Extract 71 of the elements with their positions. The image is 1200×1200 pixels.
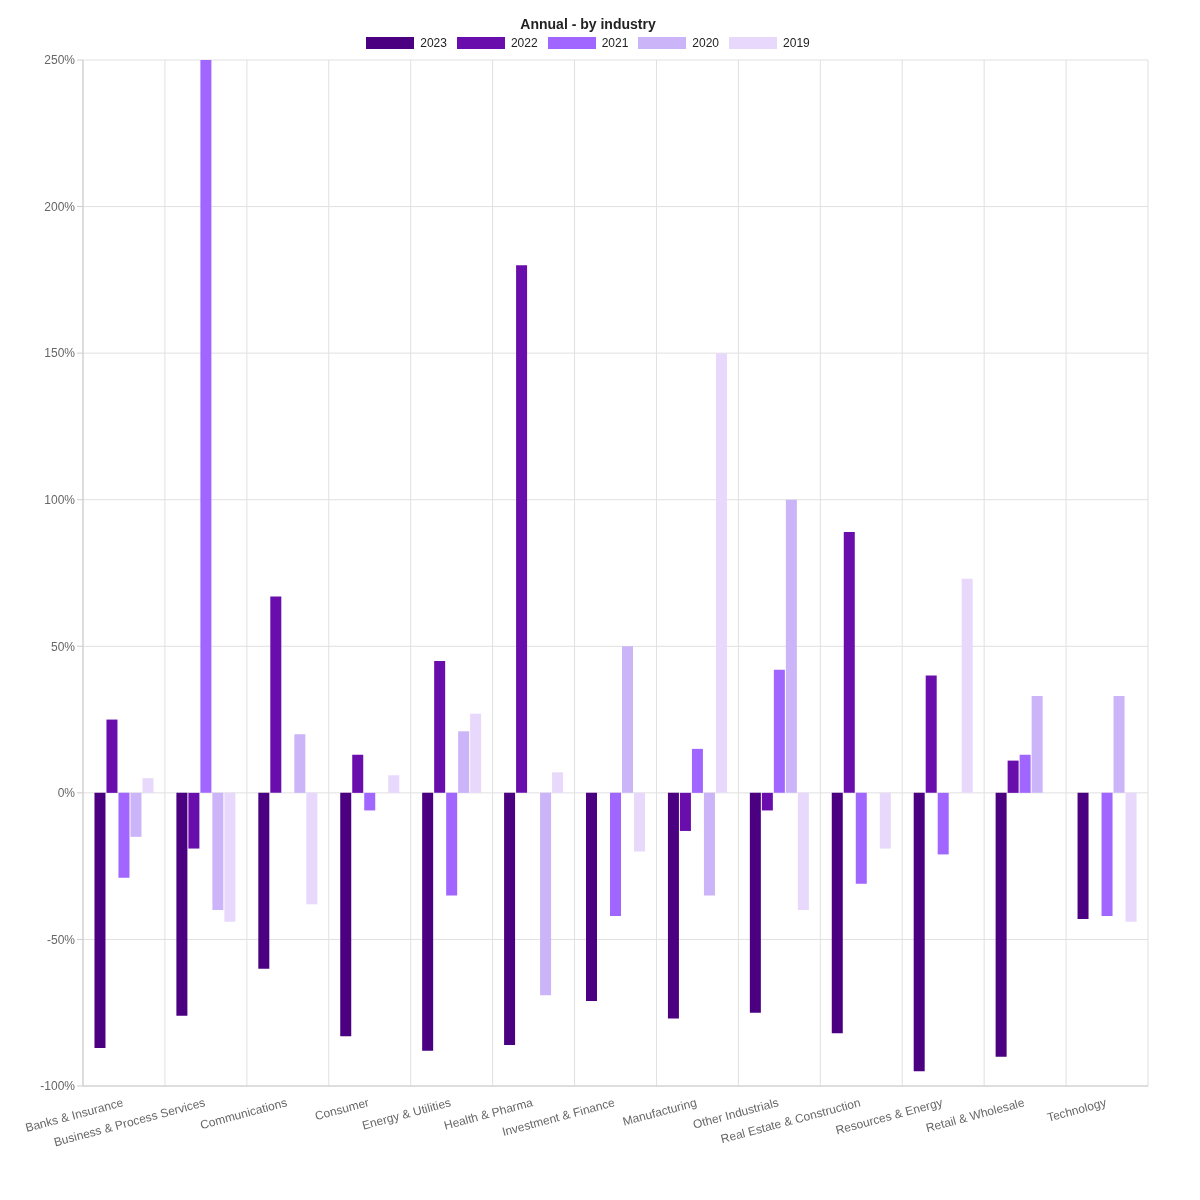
bar	[258, 792, 270, 969]
bar	[761, 792, 773, 811]
chart-title: Annual - by industry	[519, 15, 657, 34]
bar	[1125, 792, 1137, 922]
bar	[516, 265, 528, 793]
bar	[458, 731, 470, 793]
bar	[306, 792, 318, 905]
bar	[212, 792, 224, 911]
bar	[667, 792, 679, 1019]
bar	[364, 792, 376, 811]
bar	[470, 713, 482, 793]
bar	[773, 669, 785, 793]
legend-label: 2019	[782, 36, 810, 50]
bar	[749, 792, 761, 1013]
bar	[188, 792, 200, 849]
bar	[1077, 792, 1089, 919]
bar	[913, 792, 925, 1072]
y-tick-label: 150%	[44, 346, 76, 361]
bar	[831, 792, 843, 1034]
bar	[340, 792, 352, 1037]
bar	[1113, 696, 1125, 793]
bar	[634, 792, 646, 852]
bar	[961, 578, 973, 793]
bar	[94, 792, 106, 1048]
bar	[352, 754, 364, 793]
bar	[610, 792, 622, 916]
bar	[130, 792, 142, 837]
bar	[294, 734, 306, 793]
y-tick-label: 250%	[44, 53, 76, 68]
bar	[540, 792, 552, 996]
legend-label: 2020	[691, 36, 720, 50]
y-tick-label: -100%	[40, 1079, 76, 1094]
bar	[200, 60, 212, 793]
bar	[691, 748, 703, 793]
bar	[715, 353, 727, 793]
bar	[843, 531, 855, 793]
bar	[270, 596, 282, 793]
y-tick-label: -50%	[46, 932, 76, 947]
bar	[586, 792, 598, 1001]
bar	[552, 772, 564, 793]
bar	[446, 792, 458, 896]
bar	[1031, 696, 1043, 793]
bar	[995, 792, 1007, 1057]
y-tick-label: 200%	[44, 199, 76, 214]
bar	[1007, 760, 1019, 793]
bar	[622, 646, 634, 793]
y-tick-label: 0%	[57, 786, 76, 801]
legend-label: 2023	[419, 36, 447, 50]
bar	[785, 499, 797, 793]
legend-label: 2021	[600, 36, 629, 50]
bar	[504, 792, 516, 1045]
bar	[855, 792, 867, 884]
bar	[224, 792, 236, 922]
bar	[388, 775, 400, 793]
legend-label: 2022	[509, 36, 538, 50]
bar	[118, 792, 130, 878]
bar	[1101, 792, 1113, 916]
bar	[879, 792, 891, 849]
bar	[434, 660, 446, 793]
bar	[142, 778, 154, 793]
bar	[1019, 754, 1031, 793]
bar	[937, 792, 949, 855]
bar	[106, 719, 118, 793]
bar	[422, 792, 434, 1051]
bar	[679, 792, 691, 831]
bar	[797, 792, 809, 911]
bar	[925, 675, 937, 793]
bar	[176, 792, 188, 1016]
bar	[703, 792, 715, 896]
y-tick-label: 50%	[50, 639, 76, 654]
y-tick-label: 100%	[44, 492, 76, 507]
